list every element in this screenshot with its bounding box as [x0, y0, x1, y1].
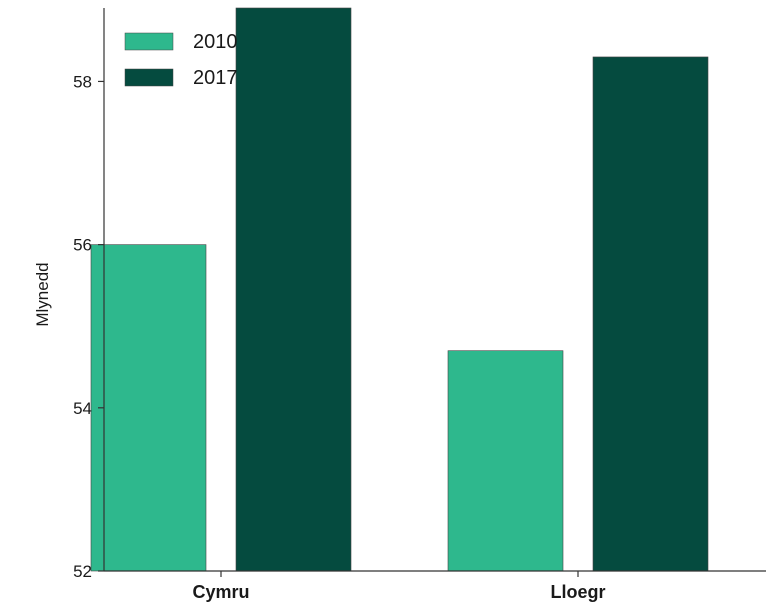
legend-swatch-2017	[124, 68, 174, 87]
x-tick-label: Cymru	[192, 582, 249, 602]
x-tick-label: Lloegr	[550, 582, 605, 602]
y-tick-label: 58	[73, 72, 92, 91]
legend: 2010 2017	[124, 31, 238, 89]
x-ticks: Cymru Lloegr	[192, 571, 606, 602]
bar-lloegr-2010	[447, 350, 564, 572]
y-tick-label: 54	[73, 399, 92, 418]
y-tick-label: 52	[73, 562, 92, 581]
y-ticks: 52 54 56 58	[73, 72, 104, 581]
y-axis-title: Mlynedd	[33, 262, 52, 326]
y-tick-label: 56	[73, 236, 92, 255]
legend-label-2017: 2017	[193, 67, 238, 89]
bars-group	[90, 7, 709, 572]
bar-lloegr-2017	[592, 56, 709, 572]
legend-swatch-2010	[124, 32, 174, 51]
bar-cymru-2017	[235, 7, 352, 572]
legend-label-2010: 2010	[193, 31, 238, 53]
bar-cymru-2010	[90, 244, 207, 572]
